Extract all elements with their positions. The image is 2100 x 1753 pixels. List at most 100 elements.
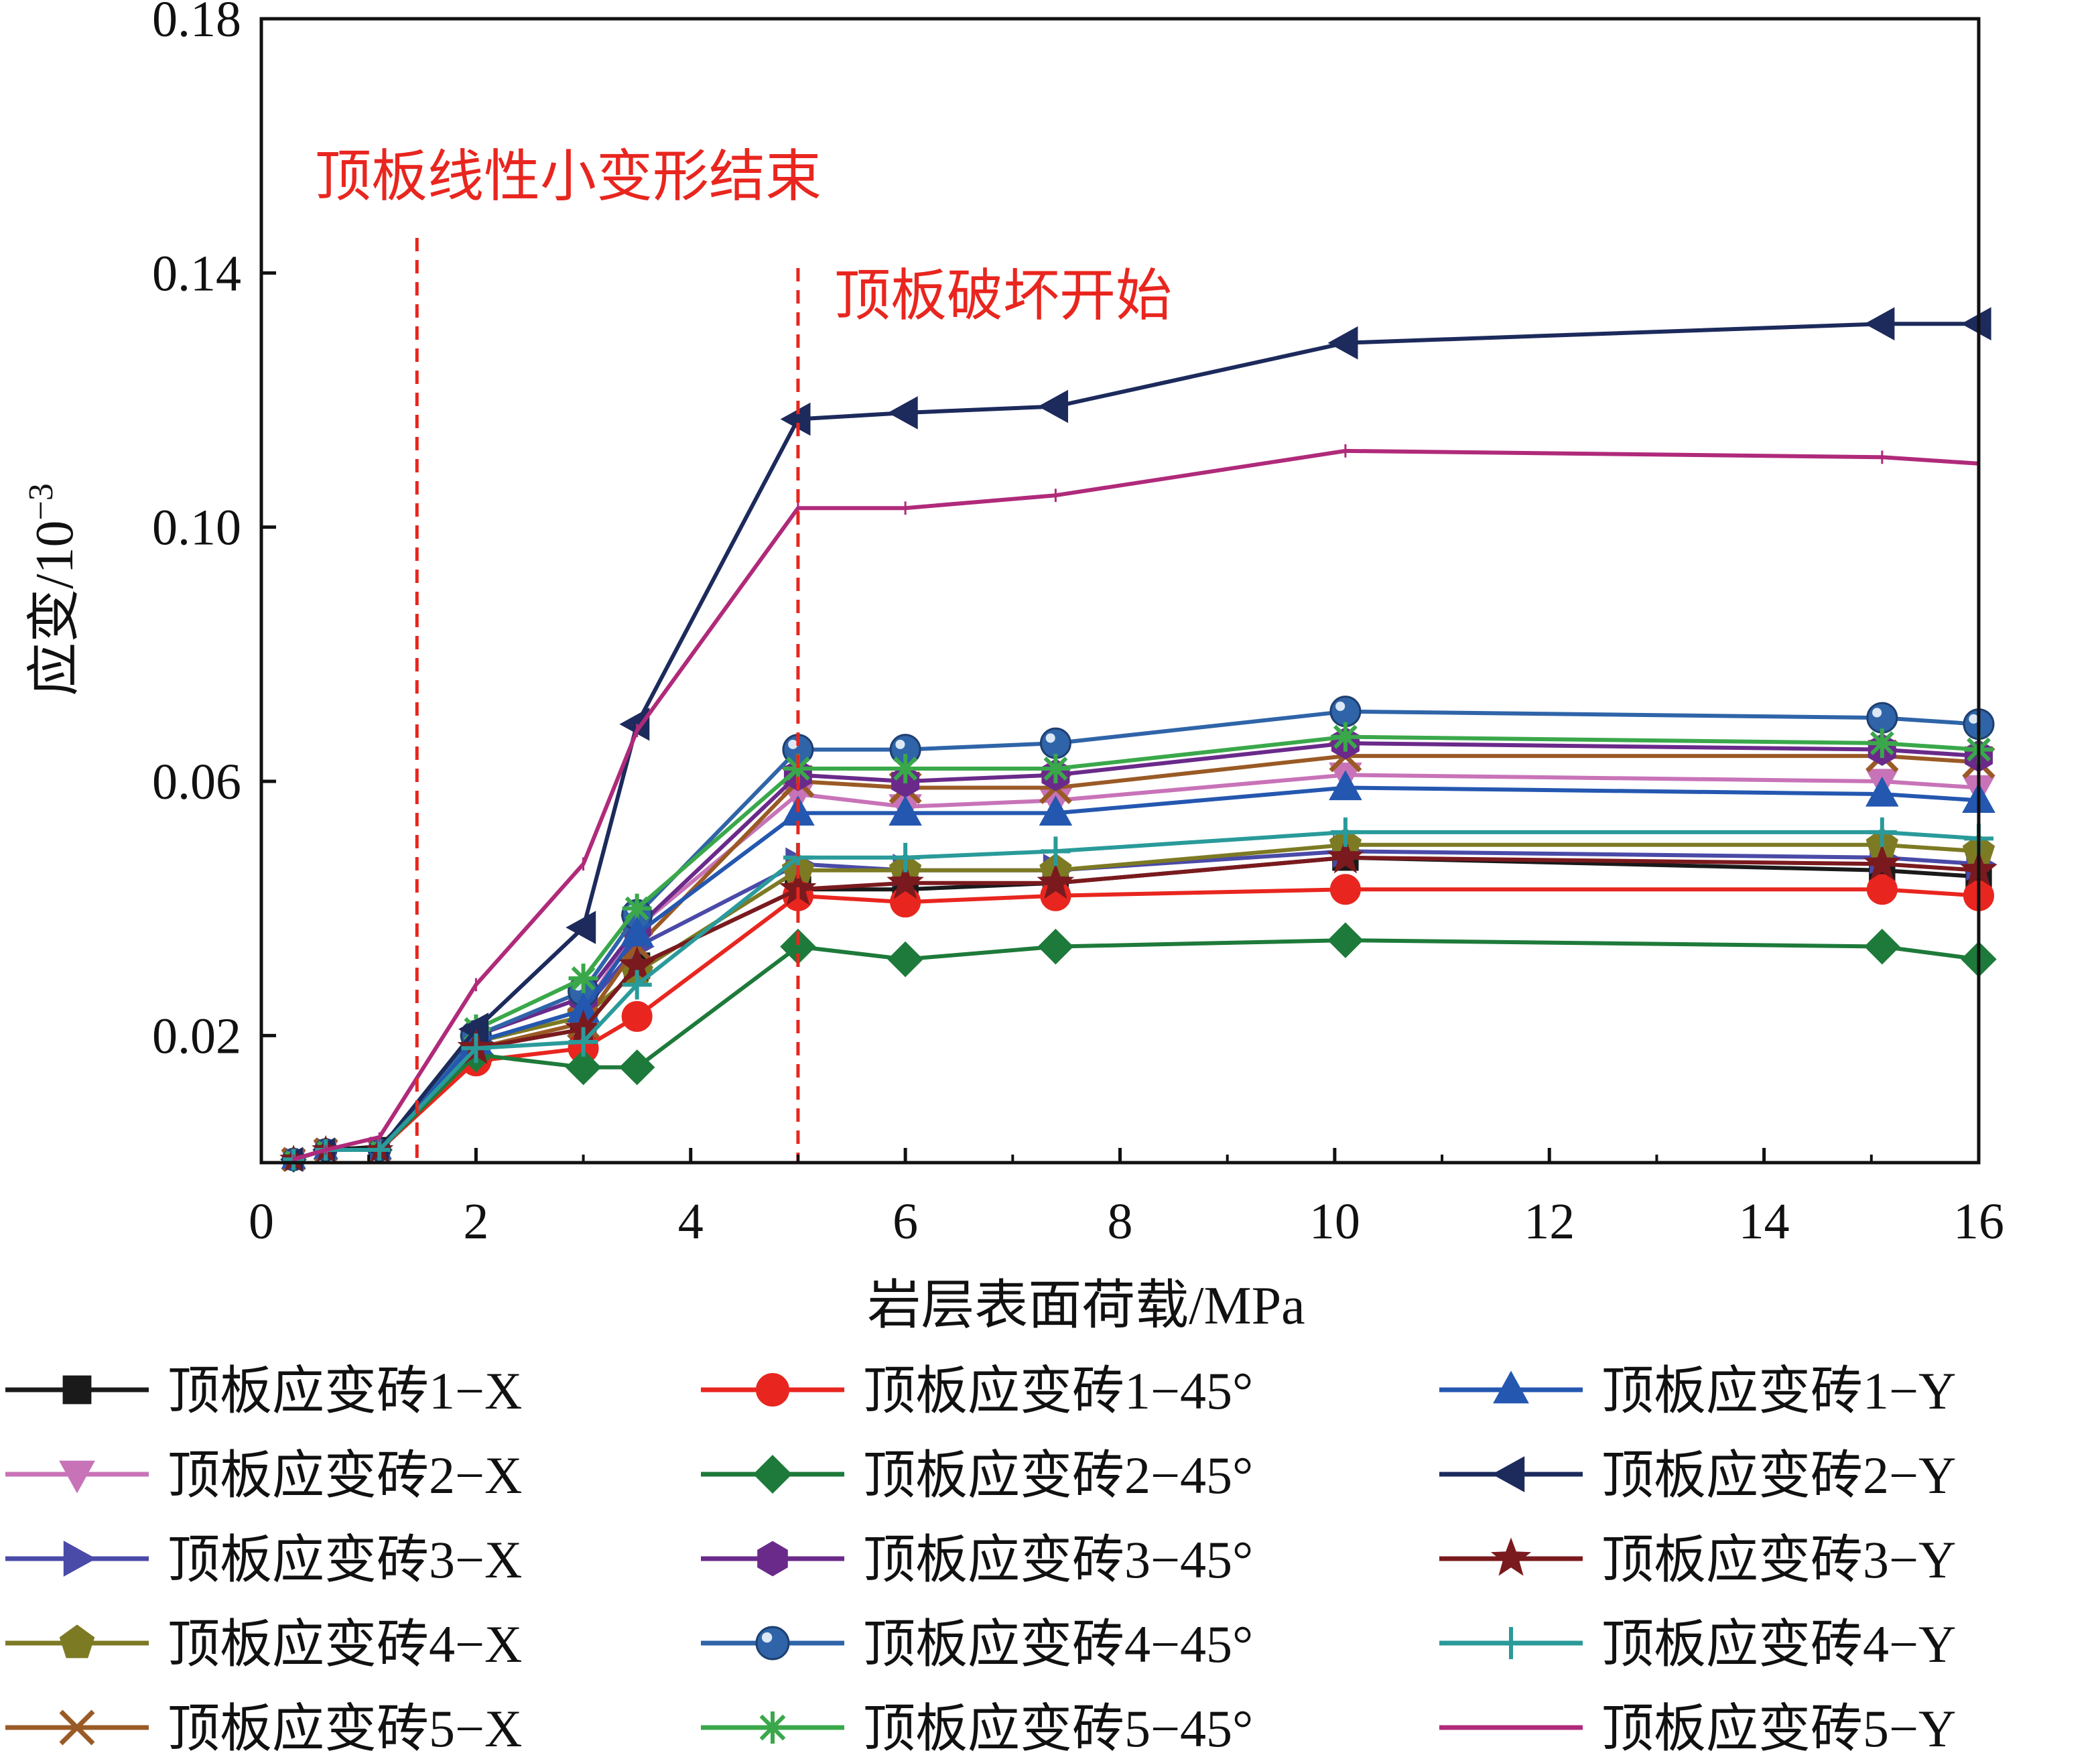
x-tick-label: 14 bbox=[1739, 1193, 1790, 1250]
data-point bbox=[1041, 754, 1071, 784]
legend-label: 顶板应变砖3−X bbox=[168, 1531, 522, 1589]
legend-marker bbox=[59, 1460, 95, 1494]
x-tick-label: 10 bbox=[1309, 1193, 1360, 1250]
legend-label: 顶板应变砖4−Y bbox=[1601, 1615, 1956, 1673]
legend-marker bbox=[59, 1709, 95, 1746]
data-point bbox=[887, 941, 923, 978]
legend-item: 顶板应变砖5−45° bbox=[701, 1699, 1253, 1753]
legend-item: 顶板应变砖5−Y bbox=[1439, 1699, 1956, 1753]
data-point bbox=[1864, 928, 1900, 965]
legend-marker bbox=[1490, 1537, 1532, 1576]
legend-marker bbox=[752, 1454, 793, 1494]
y-tick-label: 0.06 bbox=[152, 754, 241, 810]
data-point-highlight bbox=[895, 739, 905, 749]
data-point bbox=[891, 842, 921, 872]
data-point bbox=[1041, 836, 1071, 866]
legend-item: 顶板应变砖4−45° bbox=[701, 1615, 1253, 1673]
data-point bbox=[1039, 795, 1073, 826]
data-point-highlight bbox=[1872, 708, 1882, 718]
data-point bbox=[1329, 770, 1362, 801]
series-14 bbox=[283, 817, 1993, 1171]
data-point bbox=[1866, 702, 1898, 734]
legend-marker bbox=[1493, 1370, 1529, 1404]
legend-marker bbox=[1495, 1627, 1527, 1659]
data-point bbox=[1038, 389, 1068, 424]
data-point bbox=[461, 1033, 491, 1063]
legend-marker bbox=[757, 1541, 788, 1577]
series-7 bbox=[280, 922, 1997, 1173]
legend-label: 顶板应变砖1−45° bbox=[863, 1362, 1253, 1420]
data-point bbox=[568, 1027, 598, 1057]
data-point bbox=[1863, 844, 1901, 880]
x-tick-label: 0 bbox=[249, 1193, 274, 1250]
series-3 bbox=[284, 834, 1997, 1172]
y-tick-label: 0.14 bbox=[152, 245, 241, 302]
svg-text:应变/10−3: 应变/10−3 bbox=[22, 483, 84, 696]
legend-item: 顶板应变砖2−Y bbox=[1439, 1446, 1956, 1504]
data-point bbox=[1867, 817, 1897, 847]
data-point bbox=[618, 1049, 655, 1086]
series-line bbox=[293, 734, 1979, 1162]
data-point bbox=[1865, 776, 1899, 807]
series-line bbox=[293, 938, 1979, 1162]
legend-marker bbox=[63, 1541, 96, 1577]
data-point bbox=[622, 893, 652, 923]
data-point bbox=[369, 1139, 391, 1161]
legend-item: 顶板应变砖1−Y bbox=[1439, 1362, 1956, 1420]
data-point bbox=[1330, 817, 1360, 847]
y-axis-title: 应变/10−3 bbox=[22, 483, 84, 696]
data-point-highlight bbox=[788, 739, 798, 749]
data-point bbox=[783, 754, 813, 784]
legend-item: 顶板应变砖3−Y bbox=[1439, 1531, 1956, 1589]
legend-marker bbox=[1492, 1456, 1525, 1492]
legend-item: 顶板应变砖3−X bbox=[5, 1531, 522, 1589]
data-point bbox=[1867, 728, 1897, 759]
legend-item: 顶板应变砖5−X bbox=[5, 1699, 522, 1753]
data-point bbox=[891, 754, 921, 784]
data-point-highlight bbox=[1335, 701, 1346, 712]
data-point bbox=[887, 863, 924, 899]
data-point bbox=[1961, 307, 1991, 340]
annotation-label: 顶板线性小变形结束 bbox=[315, 146, 822, 208]
data-point bbox=[1037, 928, 1074, 965]
x-tick-label: 12 bbox=[1524, 1193, 1575, 1250]
y-axis-title-text: 应变/10 bbox=[25, 521, 84, 696]
data-point bbox=[1327, 326, 1358, 360]
data-point bbox=[1864, 307, 1895, 340]
tick-layer: 0 2 4 6 8 10 12 14 16 0.02 0.06 0.10 0.14 0.18 bbox=[152, 0, 2004, 1250]
x-tick-label: 16 bbox=[1953, 1193, 2004, 1250]
x-tick-label: 6 bbox=[893, 1193, 918, 1250]
data-point-highlight bbox=[1969, 714, 1979, 724]
legend-marker bbox=[755, 1626, 790, 1661]
series-line bbox=[293, 754, 1979, 1162]
x-tick-label: 4 bbox=[678, 1193, 704, 1250]
legend-label: 顶板应变砖3−Y bbox=[1601, 1531, 1956, 1589]
data-point bbox=[566, 911, 596, 944]
data-point bbox=[1327, 838, 1364, 874]
data-point bbox=[1037, 863, 1075, 899]
series-line bbox=[293, 448, 1979, 1162]
data-point-highlight bbox=[1045, 733, 1055, 743]
data-point bbox=[1866, 874, 1898, 905]
data-point bbox=[887, 396, 918, 430]
data-point bbox=[1327, 922, 1364, 958]
data-point bbox=[620, 916, 654, 947]
legend-item: 顶板应变砖1−X bbox=[5, 1362, 522, 1420]
data-point bbox=[622, 970, 652, 1000]
legend-label: 顶板应变砖1−Y bbox=[1601, 1362, 1956, 1420]
legend: 顶板应变砖1−X 顶板应变砖2−X 顶板应变砖3−X 顶板应变砖4−X 顶板应变砖5−X… bbox=[5, 1362, 1956, 1753]
legend-label: 顶板应变砖2−Y bbox=[1601, 1446, 1956, 1504]
legend-item: 顶板应变砖2−X bbox=[5, 1446, 522, 1504]
data-point bbox=[1039, 727, 1071, 759]
legend-label: 顶板应变砖5−45° bbox=[863, 1699, 1253, 1753]
data-point bbox=[1330, 722, 1360, 752]
annotation-label: 顶板破坏开始 bbox=[834, 265, 1172, 328]
legend-item: 顶板应变砖1−45° bbox=[701, 1362, 1253, 1420]
data-point bbox=[890, 887, 921, 918]
x-tick-label: 2 bbox=[463, 1193, 488, 1250]
data-point bbox=[621, 1000, 653, 1032]
data-point bbox=[889, 795, 922, 826]
data-point bbox=[568, 963, 598, 993]
y-tick-label: 0.18 bbox=[152, 0, 241, 48]
